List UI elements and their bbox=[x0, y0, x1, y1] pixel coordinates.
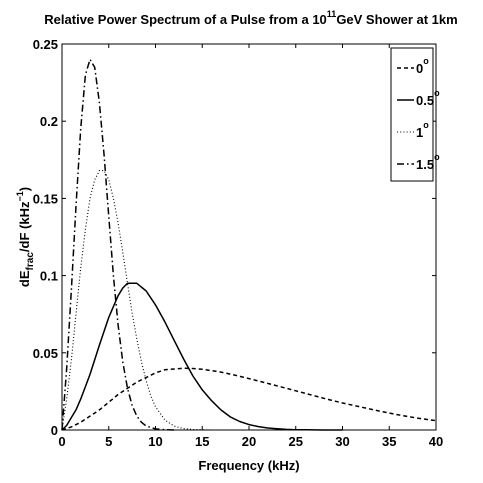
y-axis-label-subscript: frac bbox=[25, 252, 36, 271]
legend-label-0-5: 0.5o bbox=[416, 88, 440, 108]
chart-title-superscript: 11 bbox=[327, 9, 337, 19]
legend: 0o 0.5o 1o 1.5o bbox=[390, 47, 440, 182]
x-tick-label: 20 bbox=[242, 434, 256, 449]
y-axis-label-mid: /dF (kHz bbox=[17, 201, 32, 252]
x-tick-label: 10 bbox=[148, 434, 162, 449]
y-axis-label-end: ) bbox=[17, 187, 32, 191]
y-tick-label: 0.1 bbox=[40, 269, 58, 284]
chart-title-suffix: GeV Shower at 1km bbox=[336, 12, 457, 27]
series-line-0-5 bbox=[61, 282, 343, 431]
x-tick-label: 5 bbox=[105, 434, 112, 449]
legend-label-0: 0o bbox=[416, 56, 429, 76]
x-tick-label: 35 bbox=[382, 434, 396, 449]
chart-title-prefix: Relative Power Spectrum of a Pulse from … bbox=[44, 12, 327, 27]
x-tick-label: 0 bbox=[58, 434, 65, 449]
x-tick-label: 25 bbox=[289, 434, 303, 449]
series-line-0 bbox=[61, 367, 437, 431]
y-tick-label: 0 bbox=[51, 423, 58, 438]
legend-label-1: 1o bbox=[416, 120, 429, 140]
y-axis-label: dEfrac/dF (kHz−1) bbox=[15, 187, 36, 287]
series-line-1-5 bbox=[61, 58, 175, 431]
legend-label-1-5: 1.5o bbox=[416, 152, 440, 172]
tick-layer: 0 5 10 15 20 25 30 35 40 0 0.05 0.1 0.15 0.2 0.25 bbox=[33, 37, 444, 449]
legend-box bbox=[390, 47, 434, 182]
y-tick-label: 0.05 bbox=[33, 346, 58, 361]
y-tick-label: 0.15 bbox=[33, 191, 58, 206]
y-axis-label-main: dE bbox=[17, 270, 32, 287]
y-tick-label: 0.25 bbox=[33, 37, 58, 52]
legend-entries: 0o 0.5o 1o 1.5o bbox=[397, 56, 440, 172]
chart-title: Relative Power Spectrum of a Pulse from … bbox=[44, 9, 457, 27]
y-tick-label: 0.2 bbox=[40, 114, 58, 129]
x-tick-label: 30 bbox=[335, 434, 349, 449]
series-line-1 bbox=[61, 170, 212, 431]
series-layer bbox=[61, 58, 437, 431]
x-tick-label: 40 bbox=[429, 434, 443, 449]
x-axis-label: Frequency (kHz) bbox=[198, 458, 299, 473]
x-tick-label: 15 bbox=[195, 434, 209, 449]
y-axis-label-superscript: −1 bbox=[15, 191, 25, 201]
plot-area bbox=[61, 43, 437, 431]
